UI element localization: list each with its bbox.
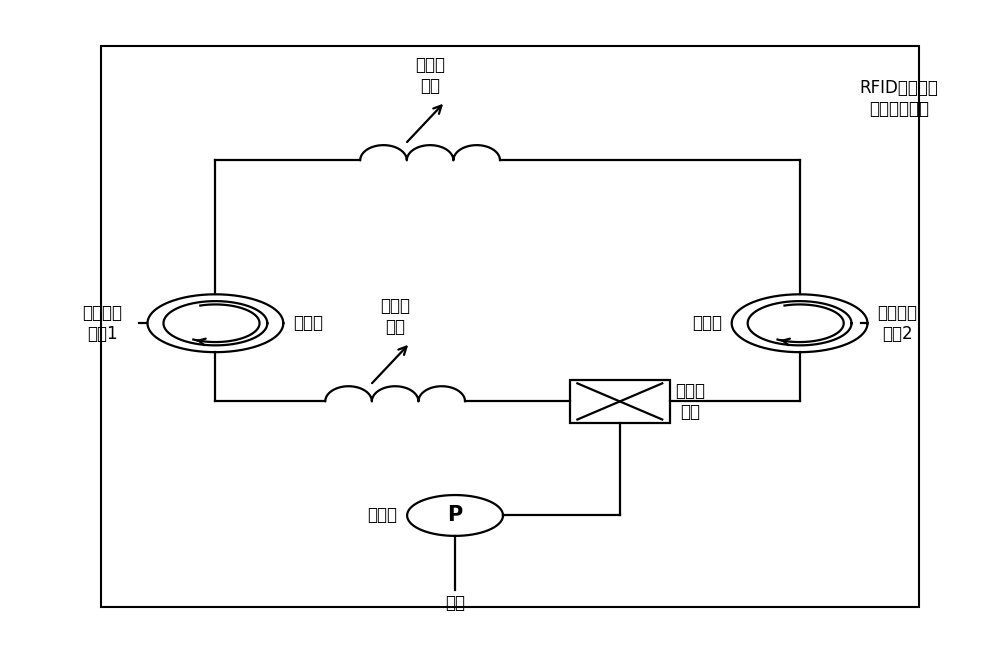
Text: 环形器: 环形器	[293, 314, 323, 332]
Polygon shape	[147, 295, 283, 352]
Text: 输出: 输出	[445, 594, 465, 613]
Bar	[570, 380, 670, 422]
Text: P: P	[447, 505, 463, 526]
Text: 环形器: 环形器	[692, 314, 722, 332]
Bar	[101, 46, 919, 607]
Text: 功率计: 功率计	[367, 507, 397, 524]
Text: RFID读写器灵
敏度测试模块: RFID读写器灵 敏度测试模块	[860, 79, 938, 118]
Text: 反向衰
减器: 反向衰 减器	[380, 297, 410, 336]
Polygon shape	[407, 495, 503, 536]
Polygon shape	[732, 295, 867, 352]
Text: 射频连接
端口2: 射频连接 端口2	[877, 304, 917, 343]
Text: 反向耦
合器: 反向耦 合器	[675, 382, 705, 421]
Text: 前向衰
减器: 前向衰 减器	[415, 56, 445, 95]
Text: 射频连接
端口1: 射频连接 端口1	[83, 304, 123, 343]
